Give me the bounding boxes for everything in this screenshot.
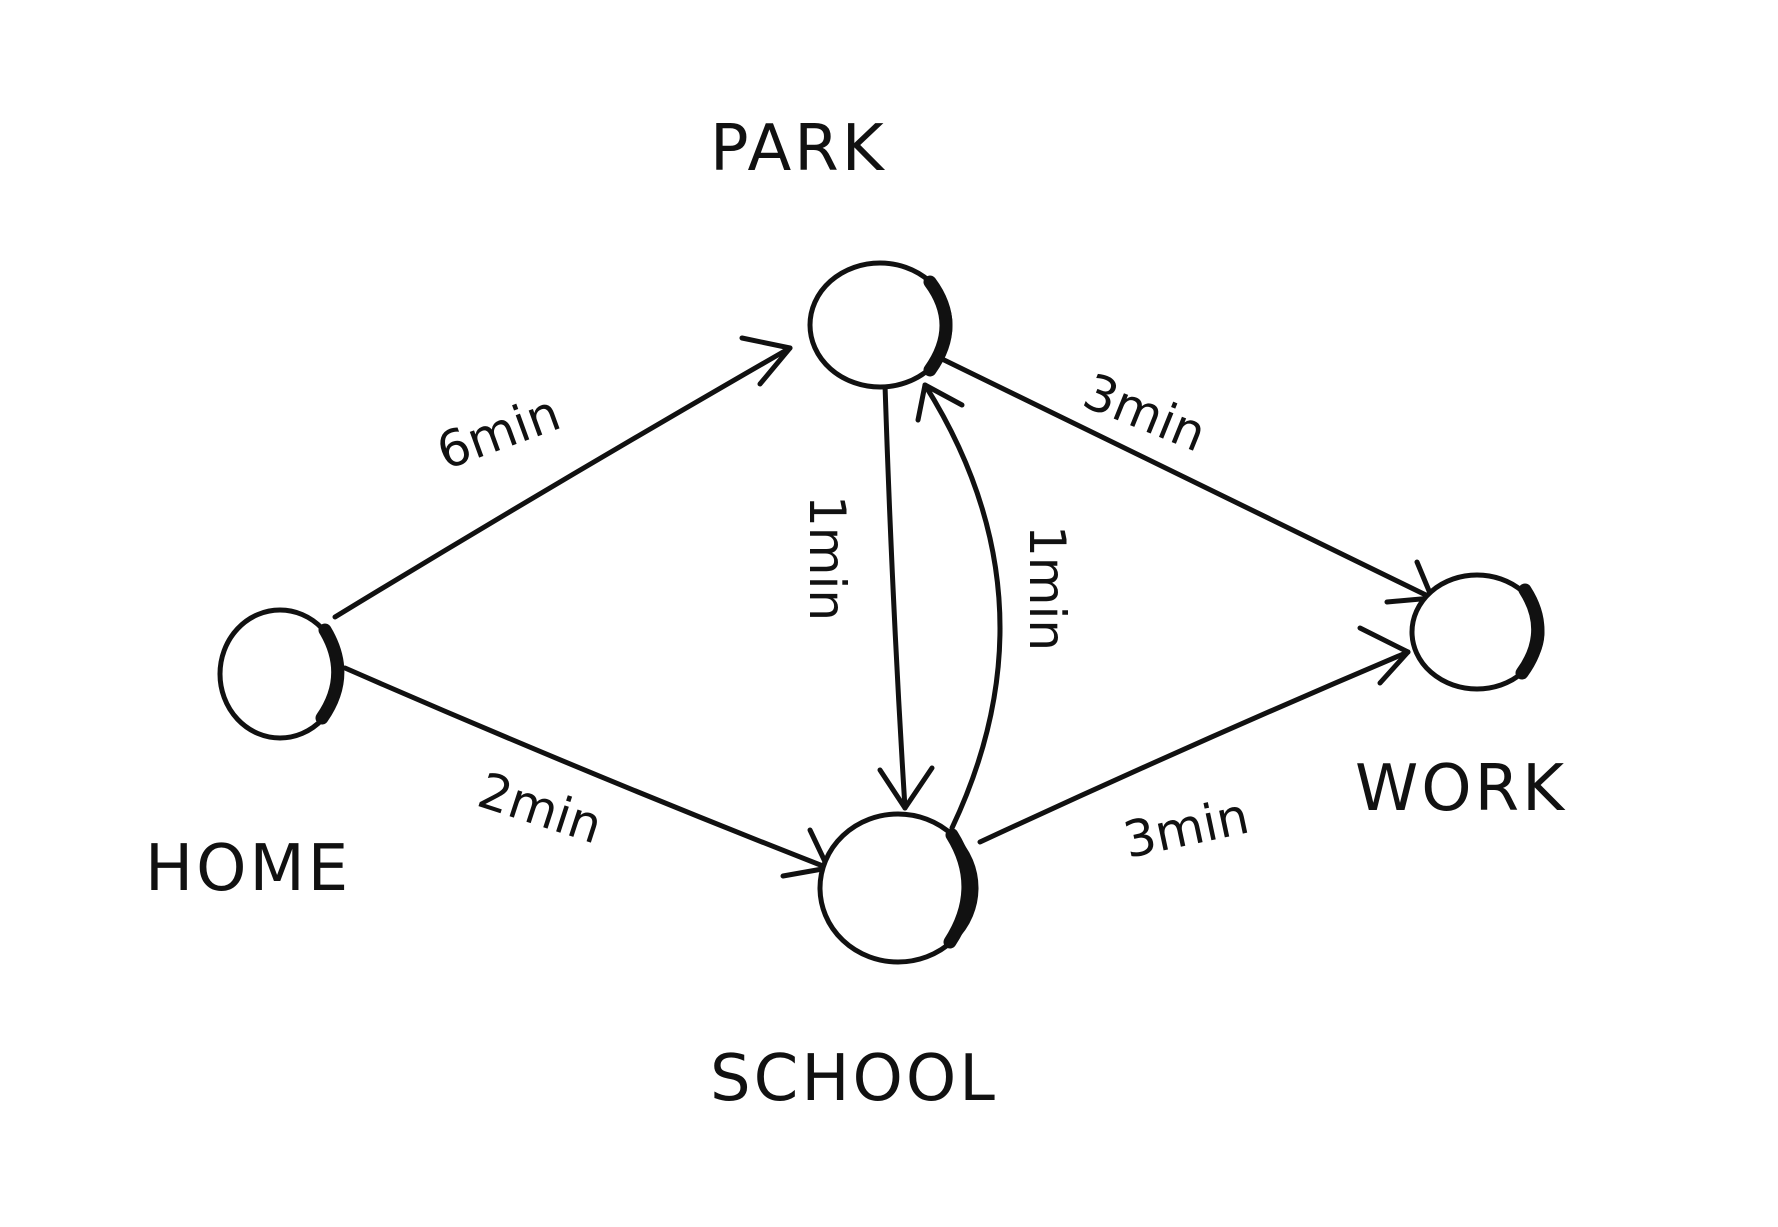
node-home <box>217 607 345 741</box>
edge-school-work <box>977 625 1411 845</box>
arrow-head-home-park <box>739 335 793 387</box>
node-park <box>807 260 953 390</box>
edge-home-park <box>332 335 793 620</box>
edge-label-home-school: 2min <box>471 761 609 855</box>
edge-label-school-work: 3min <box>1118 787 1253 870</box>
node-label-school: SCHOOL <box>710 1042 998 1116</box>
node-label-work: WORK <box>1355 752 1567 826</box>
edge-park-work <box>937 355 1435 605</box>
node-label-home: HOME <box>145 832 351 906</box>
arrow-head-park-school <box>877 765 935 811</box>
edge-label-park-work: 3min <box>1076 362 1215 463</box>
node-work <box>1409 572 1545 692</box>
node-school <box>817 811 979 965</box>
edge-label-school-park: 1min <box>1018 525 1076 651</box>
edge-school-park <box>915 382 1003 831</box>
edge-label-home-park: 6min <box>429 384 567 482</box>
edge-park-school <box>877 382 935 811</box>
edge-label-park-school: 1min <box>798 495 856 621</box>
arrow-head-school-park <box>915 382 965 423</box>
arrow-head-school-work <box>1357 625 1411 686</box>
node-label-park: PARK <box>710 112 887 186</box>
